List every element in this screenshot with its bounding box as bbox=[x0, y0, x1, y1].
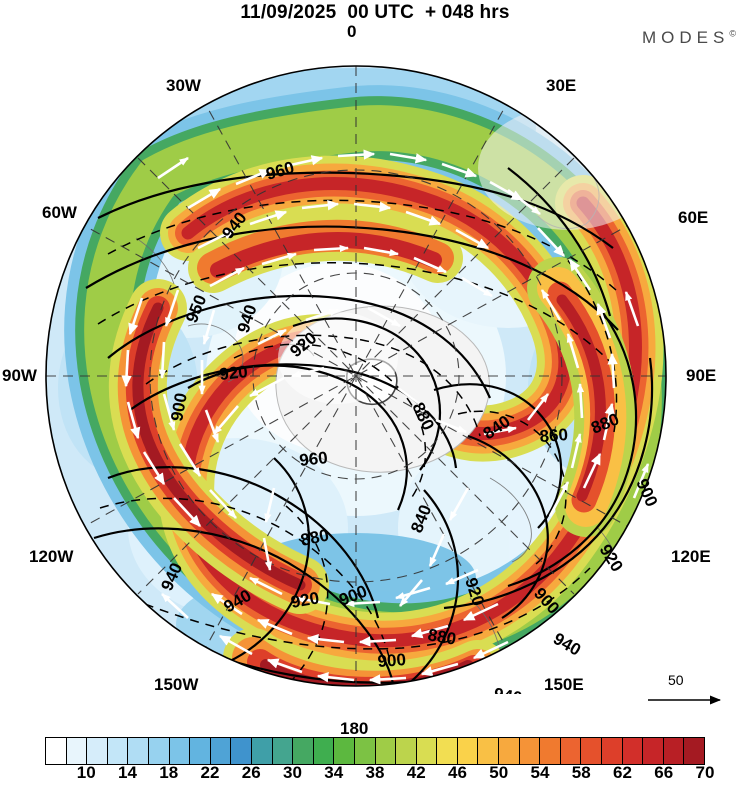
map-canvas: 960 940 950 940 920 920 880 900 960 840 … bbox=[45, 65, 667, 694]
colorbar-swatch bbox=[684, 738, 704, 764]
lon-label-60e: 60E bbox=[678, 208, 709, 227]
lon-label-180: 180 bbox=[340, 719, 369, 738]
colorbar-tick-label: 50 bbox=[489, 763, 509, 782]
colorbar-tick-label: 42 bbox=[406, 763, 426, 782]
contour-label: 940 bbox=[550, 629, 584, 660]
colorbar-swatch bbox=[375, 738, 397, 764]
contour-label: 880 bbox=[426, 625, 457, 649]
colorbar-swatch bbox=[581, 738, 603, 764]
contour-label: 940 bbox=[492, 684, 523, 694]
colorbar-swatch bbox=[87, 738, 108, 764]
contour-label: 960 bbox=[298, 448, 328, 470]
colorbar-tick-label: 22 bbox=[200, 763, 220, 782]
polar-map: 960 940 950 940 920 920 880 900 960 840 … bbox=[2, 22, 716, 738]
colorbar-swatch bbox=[128, 738, 149, 764]
colorbar-tick-label: 14 bbox=[118, 763, 137, 782]
copyright-mark: © bbox=[729, 28, 736, 39]
colorbar-swatch bbox=[643, 738, 664, 764]
page-title: 11/09/2025 00 UTC + 048 hrs bbox=[240, 2, 510, 23]
colorbar-swatch bbox=[334, 738, 355, 764]
lon-label-30w: 30W bbox=[166, 76, 201, 95]
lon-label-90e: 90E bbox=[686, 366, 717, 385]
jet-streak-east bbox=[527, 257, 637, 537]
colorbar-swatch bbox=[293, 738, 314, 764]
jet-streak-west bbox=[108, 279, 329, 614]
colorbar-swatch bbox=[231, 738, 252, 764]
wind-scale-label: 50 bbox=[668, 672, 684, 688]
colorbar-swatch bbox=[560, 738, 582, 764]
map-outline bbox=[45, 65, 667, 687]
lon-label-0: 0 bbox=[347, 22, 357, 41]
colorbar-tick-label: 38 bbox=[365, 763, 385, 782]
wind-scale-arrow-icon bbox=[648, 695, 722, 705]
jet-streak-northwest bbox=[188, 210, 463, 293]
wind-vector-scale: 50 bbox=[646, 672, 738, 710]
colorbar-tick-label: 18 bbox=[159, 763, 179, 782]
contour-label: 900 bbox=[377, 650, 407, 671]
wind-vectors bbox=[121, 149, 650, 686]
colorbar-swatch bbox=[540, 738, 561, 764]
colorbar-swatch bbox=[251, 738, 273, 764]
colorbar-swatch bbox=[416, 738, 438, 764]
lon-label-60w: 60W bbox=[42, 203, 77, 222]
lon-label-150w: 150W bbox=[154, 675, 199, 694]
colorbar-tick-label: 62 bbox=[613, 763, 632, 782]
colorbar-swatch bbox=[46, 738, 67, 764]
colorbar-swatch bbox=[437, 738, 458, 764]
contour-label: 920 bbox=[289, 588, 320, 612]
colorbar-swatch bbox=[148, 738, 170, 764]
lon-label-30e: 30E bbox=[546, 76, 577, 95]
colorbar-swatch bbox=[190, 738, 211, 764]
colorbar-tick-label: 70 bbox=[695, 763, 715, 782]
colorbar-tick-label: 34 bbox=[324, 763, 344, 782]
contour-label: 920 bbox=[218, 362, 248, 384]
graticule bbox=[46, 66, 666, 686]
colorbar-swatch bbox=[313, 738, 335, 764]
lon-label-120e: 120E bbox=[671, 547, 711, 566]
colorbar-swatch bbox=[602, 738, 623, 764]
colorbar-swatch bbox=[663, 738, 685, 764]
modes-logo: MODES© bbox=[642, 28, 736, 48]
brand-text: MODES bbox=[642, 28, 730, 47]
lon-label-150e: 150E bbox=[544, 675, 584, 694]
contour-label: 900 bbox=[167, 391, 191, 422]
colorbar-swatch bbox=[457, 738, 479, 764]
colorbar-tick-label: 10 bbox=[76, 763, 96, 782]
colorbar-swatch bbox=[622, 738, 644, 764]
colorbar-tick-label: 26 bbox=[241, 763, 261, 782]
colorbar-tick-label: 58 bbox=[571, 763, 591, 782]
contour-label: 860 bbox=[539, 425, 569, 446]
colorbar bbox=[45, 737, 705, 765]
colorbar-swatch bbox=[272, 738, 294, 764]
colorbar-swatch bbox=[478, 738, 500, 764]
lon-label-120w: 120W bbox=[29, 547, 74, 566]
colorbar-tick-label: 66 bbox=[654, 763, 674, 782]
colorbar-tick-label: 54 bbox=[530, 763, 550, 782]
colorbar-swatch bbox=[66, 738, 88, 764]
colorbar-swatch bbox=[519, 738, 541, 764]
colorbar-tick-label: 46 bbox=[448, 763, 467, 782]
colorbar-swatch bbox=[107, 738, 129, 764]
colorbar-tick-label: 30 bbox=[283, 763, 302, 782]
colorbar-swatch bbox=[396, 738, 417, 764]
colorbar-swatch bbox=[169, 738, 191, 764]
colorbar-swatch bbox=[354, 738, 376, 764]
colorbar-ticks: 10 14 18 22 26 30 34 38 42 46 50 54 58 62 66 70 bbox=[45, 763, 715, 785]
colorbar-swatch bbox=[210, 738, 232, 764]
colorbar-swatch bbox=[499, 738, 520, 764]
lon-label-90w: 90W bbox=[2, 366, 37, 385]
